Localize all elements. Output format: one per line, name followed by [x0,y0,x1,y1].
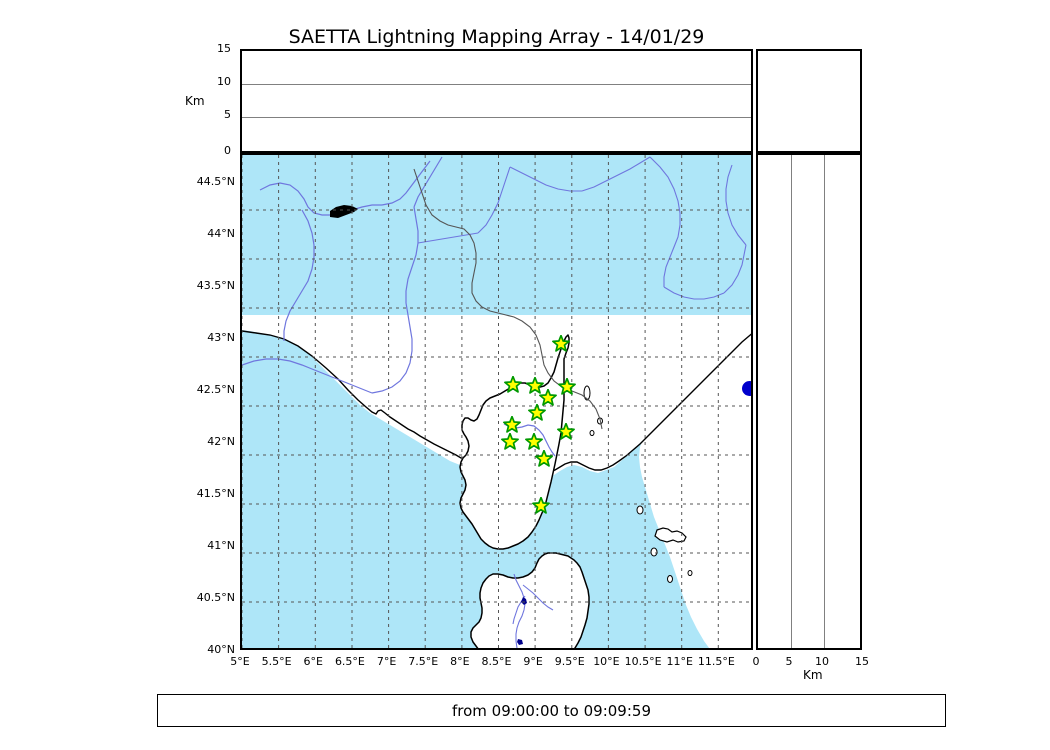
map-xtick-9°E: 9°E [523,655,543,668]
top-panel-ylabel: Km [185,94,205,108]
map-xtick-10.5°E: 10.5°E [624,655,662,668]
map-xtick-9.5°E: 9.5°E [554,655,585,668]
map-ytick-44°N: 44°N [207,227,235,241]
map-ytick-42.5°N: 42.5°N [196,383,235,397]
map-xtick-5°E: 5°E [230,655,250,668]
altitude-vs-latitude-panel[interactable] [756,153,862,650]
map-ytick-41.5°N: 41.5°N [196,487,235,501]
map-ytick-44.5°N: 44.5°N [196,175,235,189]
altitude-vs-longitude-panel[interactable] [240,49,753,153]
top-panel-gridline-5 [242,117,751,118]
map-ytick-41°N: 41°N [207,539,235,553]
map-ytick-43°N: 43°N [207,331,235,345]
map-xtick-8.5°E: 8.5°E [481,655,512,668]
map-ytick-43.5°N: 43.5°N [196,279,235,293]
right-panel-xtick-10: 10 [815,655,829,668]
top-panel-ytick-15: 15 [217,42,231,55]
status-bar[interactable]: from 09:00:00 to 09:09:59 [157,694,946,727]
map-xtick-7°E: 7°E [376,655,397,668]
status-bar-text: from 09:00:00 to 09:09:59 [451,701,651,720]
lightning-source-dot[interactable] [741,381,751,397]
top-panel-gridline-10 [242,84,751,85]
corner-panel[interactable] [756,49,862,153]
map-xtick-10°E: 10°E [593,655,620,668]
map-xtick-11.5°E: 11.5°E [697,655,735,668]
top-panel-ytick-10: 10 [217,75,231,88]
map-ytick-40°N: 40°N [207,643,235,656]
map-xtick-11°E: 11°E [666,655,693,668]
right-panel-xlabel: Km [803,668,823,682]
map-xtick-6°E: 6°E [303,655,323,668]
right-panel-xtick-15: 15 [855,655,869,668]
right-panel-gridline-5 [791,155,792,648]
top-panel-ytick-5: 5 [224,108,231,121]
map-graphic [242,155,751,648]
right-panel-xtick-0: 0 [752,655,760,668]
top-panel-ytick-0: 0 [224,144,231,157]
map-ytick-42°N: 42°N [207,435,235,449]
right-panel-xtick-5: 5 [785,655,793,668]
lat-lon-map-panel[interactable] [240,153,753,650]
right-panel-gridline-10 [824,155,825,648]
map-xtick-7.5°E: 7.5°E [408,655,439,668]
map-xtick-8°E: 8°E [450,655,470,668]
map-xtick-5.5°E: 5.5°E [261,655,292,668]
map-xtick-6.5°E: 6.5°E [334,655,365,668]
page-title: SAETTA Lightning Mapping Array - 14/01/2… [288,26,705,48]
map-ytick-40.5°N: 40.5°N [196,591,235,604]
